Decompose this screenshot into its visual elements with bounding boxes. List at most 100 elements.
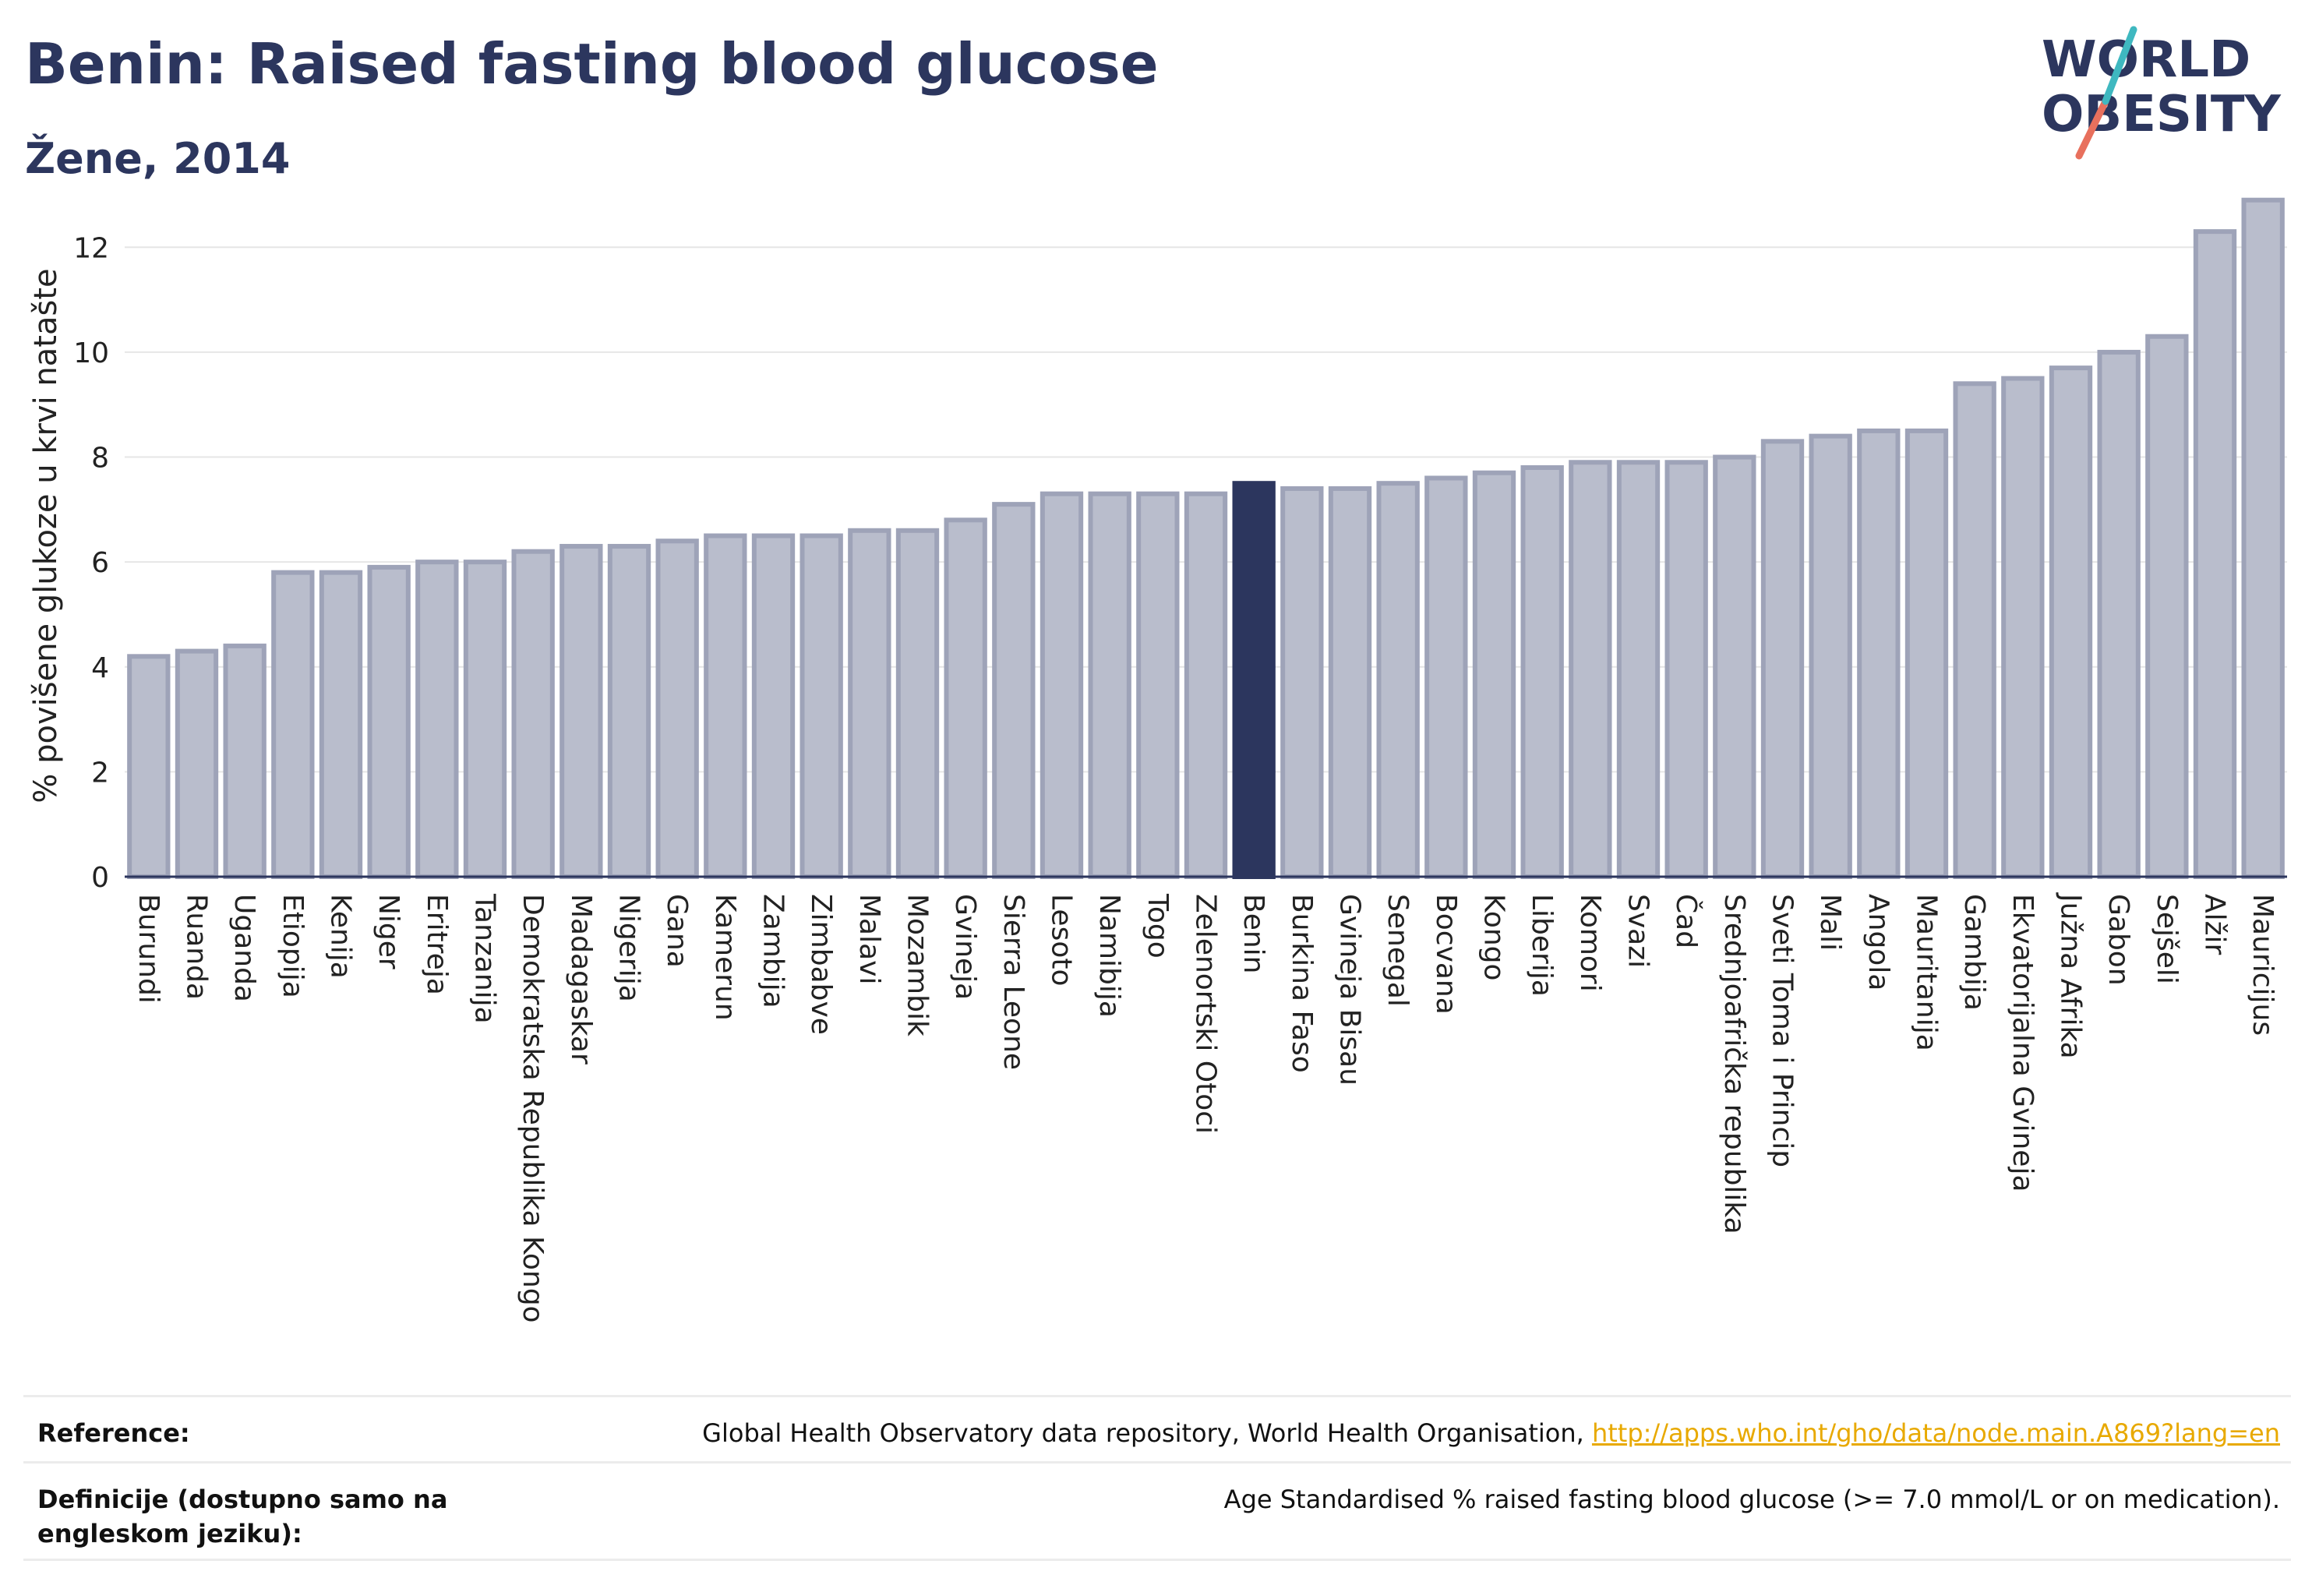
x-tick-label: Uganda bbox=[228, 894, 260, 1002]
y-tick-label: 8 bbox=[91, 443, 109, 475]
x-tick-label: Zambija bbox=[757, 894, 789, 1008]
reference-value: Global Health Observatory data repositor… bbox=[702, 1416, 2280, 1450]
y-tick-label: 10 bbox=[73, 337, 109, 369]
x-tick-label: Togo bbox=[1142, 893, 1174, 959]
bar bbox=[1569, 460, 1612, 879]
x-tick-label: Zimbabve bbox=[805, 894, 837, 1035]
y-tick-label: 2 bbox=[91, 757, 109, 789]
x-tick-label: Tanzanija bbox=[469, 893, 501, 1024]
bar bbox=[1088, 491, 1131, 879]
bar bbox=[2193, 229, 2237, 880]
x-tick-label: Sveti Toma i Princip bbox=[1767, 894, 1798, 1167]
chart-title: Benin: Raised fasting blood glucose bbox=[25, 31, 1159, 97]
chart-subtitle: Žene, 2014 bbox=[25, 134, 291, 183]
bar bbox=[1184, 491, 1228, 879]
bar bbox=[751, 533, 796, 879]
bar bbox=[1520, 465, 1564, 879]
bar bbox=[2241, 197, 2285, 879]
bar bbox=[2001, 376, 2045, 880]
bar bbox=[1424, 475, 1468, 879]
bar bbox=[607, 543, 651, 879]
x-tick-label: Gambija bbox=[1958, 894, 1990, 1011]
x-tick-label: Gana bbox=[661, 894, 693, 968]
x-tick-label: Nigerija bbox=[613, 894, 645, 1002]
x-tick-label: Komori bbox=[1574, 894, 1606, 992]
bar bbox=[1472, 470, 1516, 879]
x-tick-label: Kamerun bbox=[709, 894, 741, 1021]
bar bbox=[175, 648, 219, 879]
x-tick-label: Ruanda bbox=[181, 894, 213, 1000]
bar-chart: 0 2 4 6 8 10 12 % povišene glukoze u krvi nataš… bbox=[28, 197, 2287, 1323]
x-tick-label: Južna Afrika bbox=[2055, 892, 2087, 1059]
bar bbox=[127, 654, 171, 879]
bar bbox=[1664, 460, 1708, 879]
footer-table: Reference: Global Health Observatory dat… bbox=[23, 1395, 2291, 1561]
x-tick-label: Mauritanija bbox=[1911, 894, 1943, 1051]
reference-text: Global Health Observatory data repositor… bbox=[702, 1418, 1592, 1448]
x-tick-label: Burkina Faso bbox=[1286, 894, 1318, 1073]
reference-link[interactable]: http://apps.who.int/gho/data/node.main.A… bbox=[1591, 1418, 2280, 1448]
x-tick-label: Gvineja Bisau bbox=[1334, 894, 1366, 1086]
bar-highlighted bbox=[1232, 481, 1276, 879]
y-tick-label: 6 bbox=[91, 547, 109, 579]
bar bbox=[1136, 491, 1180, 879]
bar bbox=[2097, 349, 2141, 879]
x-tick-label: Benin bbox=[1237, 894, 1269, 973]
x-tick-label: Mauricijus bbox=[2247, 894, 2279, 1036]
bar bbox=[895, 528, 940, 879]
bar bbox=[367, 564, 411, 879]
x-tick-label: Malavi bbox=[853, 894, 885, 985]
x-tick-label: Srednjoafrička republika bbox=[1718, 894, 1750, 1234]
reference-row: Reference: Global Health Observatory dat… bbox=[23, 1395, 2291, 1461]
x-tick-label: Lesoto bbox=[1046, 894, 1078, 987]
bar bbox=[1280, 486, 1324, 879]
x-tick-label: Madagaskar bbox=[565, 894, 597, 1065]
bar bbox=[704, 533, 747, 879]
y-tick-label: 0 bbox=[91, 862, 109, 894]
bar bbox=[848, 528, 891, 879]
x-tick-label: Etiopija bbox=[277, 894, 309, 998]
bar bbox=[1857, 428, 1901, 879]
bar bbox=[2145, 334, 2189, 879]
x-tick-label: Mali bbox=[1814, 894, 1846, 951]
bar bbox=[992, 502, 1036, 879]
x-tick-label: Čad bbox=[1670, 894, 1703, 948]
x-tick-label: Kenija bbox=[325, 894, 357, 979]
x-tick-label: Gvineja bbox=[949, 894, 981, 1000]
bar bbox=[1328, 486, 1372, 879]
x-tick-label: Demokratska Republika Kongo bbox=[517, 894, 549, 1323]
bar bbox=[319, 570, 363, 879]
definition-label: Definicije (dostupno samo na engleskom j… bbox=[37, 1485, 448, 1548]
bar bbox=[271, 570, 315, 879]
logo-line-2: OBESITY bbox=[2042, 86, 2281, 143]
x-tick-label: Kongo bbox=[1478, 894, 1510, 981]
bar bbox=[1904, 428, 1949, 879]
x-tick-label: Ekvatorijalna Gvineja bbox=[2007, 894, 2038, 1192]
x-tick-label: Senegal bbox=[1382, 894, 1414, 1007]
world-obesity-logo: WORLD OBESITY bbox=[2042, 26, 2281, 160]
x-tick-label: Niger bbox=[372, 894, 404, 969]
bar bbox=[223, 643, 267, 879]
reference-label: Reference: bbox=[37, 1418, 190, 1448]
bar bbox=[1040, 491, 1084, 879]
bar bbox=[415, 560, 459, 879]
bar bbox=[800, 533, 843, 879]
x-tick-label: Liberija bbox=[1526, 894, 1558, 997]
bar bbox=[1376, 481, 1420, 879]
x-tick-label: Burundi bbox=[132, 894, 164, 1004]
x-tick-label: Svazi bbox=[1622, 894, 1654, 968]
footer-bottom-rule bbox=[23, 1559, 2291, 1561]
y-tick-label: 4 bbox=[91, 652, 109, 684]
x-tick-label: Zelenortski Otoci bbox=[1190, 894, 1222, 1134]
bar bbox=[559, 543, 603, 879]
logo-line-1: WORLD bbox=[2042, 31, 2250, 89]
bar bbox=[1616, 460, 1661, 879]
y-axis-label: % povišene glukoze u krvi natašte bbox=[28, 268, 64, 803]
x-tick-label: Namibija bbox=[1093, 894, 1125, 1018]
x-tick-label: Gabon bbox=[2102, 894, 2134, 986]
x-tick-label: Bocvana bbox=[1430, 894, 1462, 1015]
x-tick-label: Alžir bbox=[2199, 894, 2231, 955]
x-tick-label: Sejšeli bbox=[2151, 894, 2183, 984]
bar bbox=[1713, 454, 1756, 879]
bar bbox=[511, 549, 555, 879]
